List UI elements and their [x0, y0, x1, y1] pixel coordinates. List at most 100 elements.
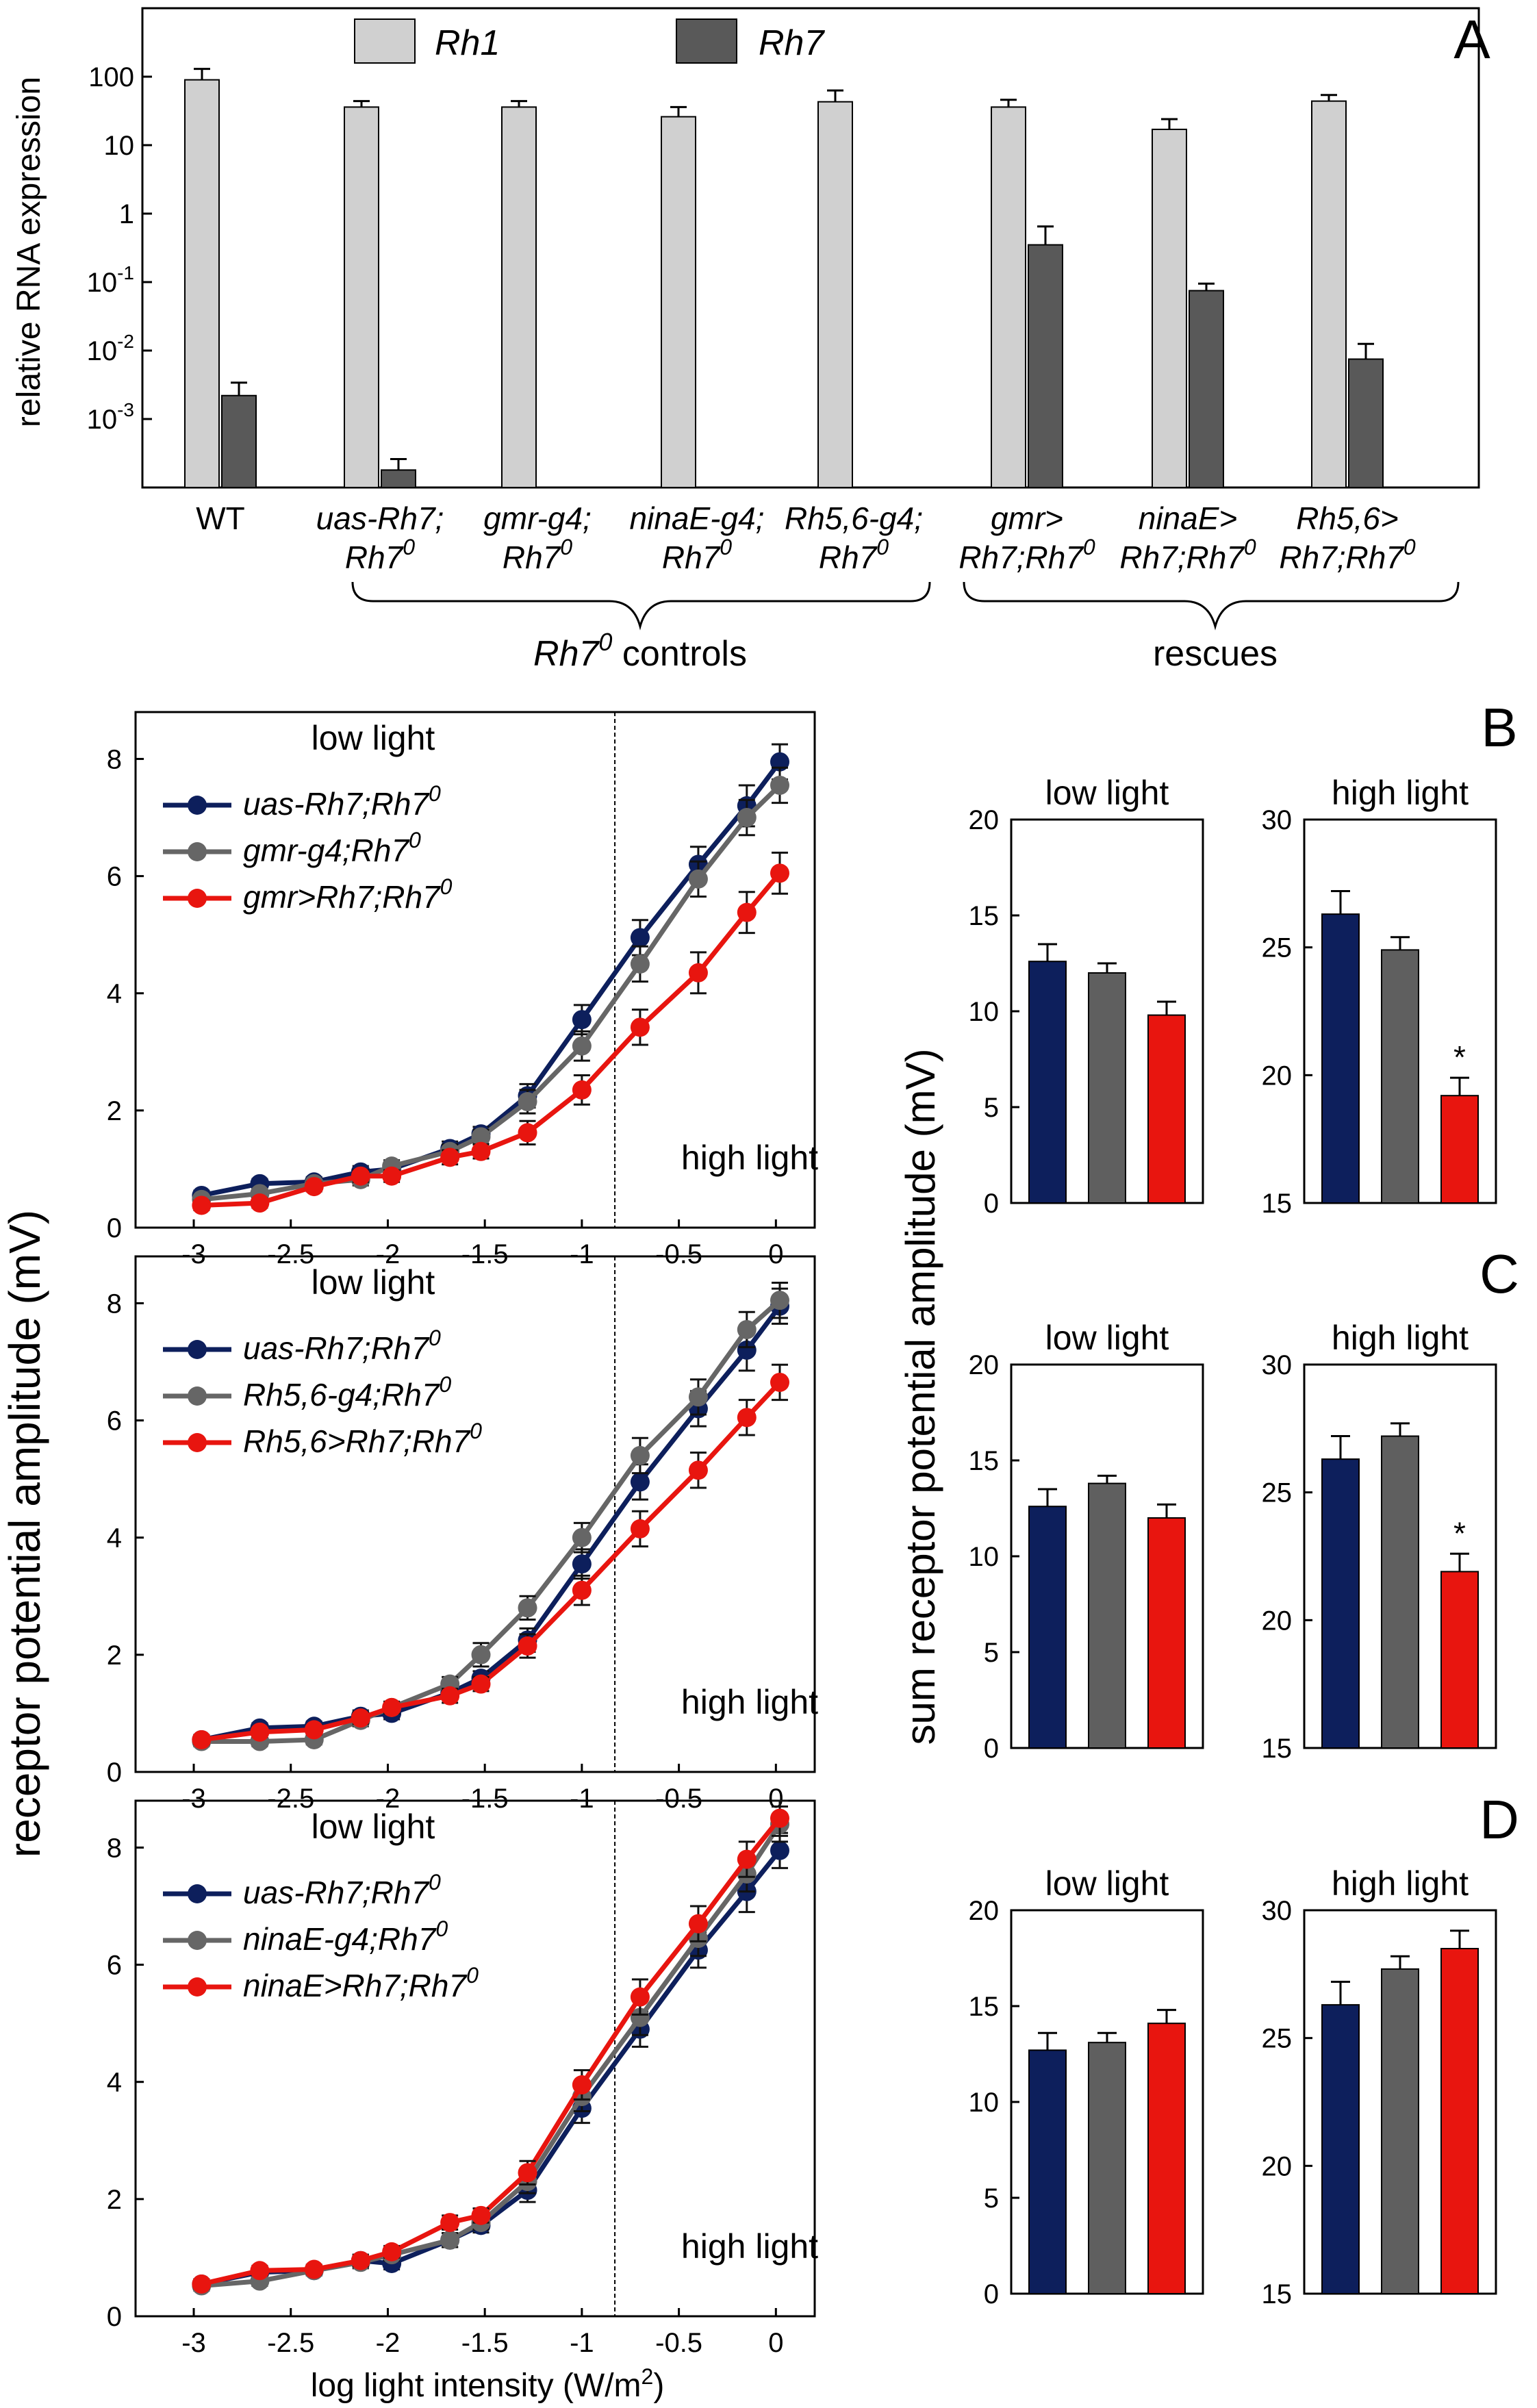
legend-label-rh7: Rh7	[759, 23, 825, 63]
bar	[1321, 2004, 1360, 2294]
plot-frame	[134, 711, 816, 1229]
y-tick-label: 20	[969, 805, 1000, 835]
subplot-title: low light	[1045, 774, 1169, 812]
x-tick-label: -1.5	[461, 1784, 509, 1814]
panel-a-legend: Rh1 Rh7	[354, 18, 825, 64]
bar-rh1	[501, 106, 537, 488]
x-tick-label: -2.5	[267, 1784, 314, 1814]
data-point	[572, 1010, 592, 1030]
data-point	[572, 1554, 592, 1574]
x-tick-label: -3	[181, 1784, 206, 1814]
bar-panel-d: low light 0 5 10 15 20 high light 15 20 25 30	[969, 1864, 1497, 2309]
y-tick-label: 20	[969, 1896, 1000, 1926]
region-label-low: low light	[312, 719, 435, 757]
category-label-line2: Rh70	[345, 535, 415, 575]
data-point	[630, 1017, 650, 1037]
bar	[1381, 1968, 1419, 2295]
bar-rh7	[221, 394, 257, 489]
legend-text: uas-Rh7;Rh7	[243, 1875, 429, 1910]
legend-label: gmr-g4;Rh70	[243, 828, 421, 868]
data-point	[250, 1193, 270, 1213]
data-point	[770, 1372, 789, 1392]
region-label-high: high light	[681, 1683, 818, 1721]
y-tick-base: 100	[88, 62, 134, 92]
y-tick-label: 10-2	[87, 331, 134, 366]
data-point	[351, 1166, 370, 1186]
data-point	[688, 1460, 708, 1480]
bar	[1381, 949, 1419, 1204]
data-point	[471, 2205, 491, 2225]
region-label-high: high light	[681, 2227, 818, 2266]
category-label-line1: ninaE-g4;	[630, 500, 765, 536]
legend-text: gmr-g4;Rh7	[243, 833, 409, 868]
subplot-title: low light	[1045, 1864, 1169, 1903]
data-point	[440, 1148, 460, 1167]
data-point	[737, 1408, 757, 1428]
category-label-text: Rh7	[662, 540, 721, 575]
data-point	[770, 1808, 789, 1828]
plot-frame	[134, 1255, 816, 1773]
y-tick-label: 4	[107, 2068, 122, 2098]
x-tick-label: -2	[376, 2328, 401, 2358]
bar-rh7	[1348, 358, 1384, 489]
y-tick-label: 6	[107, 1406, 122, 1436]
y-tick-base: 10	[87, 336, 118, 366]
y-tick-label: 15	[1262, 1734, 1293, 1764]
category-label-sup: 0	[720, 535, 732, 559]
y-tick-label: 10	[969, 997, 1000, 1027]
region-label-low: low light	[312, 1808, 435, 1846]
data-point	[770, 1840, 789, 1860]
bar	[1088, 2042, 1126, 2294]
x-tick-label: -0.5	[655, 1784, 702, 1814]
category-label-line1: gmr-g4;	[483, 500, 592, 536]
bar	[1088, 1482, 1126, 1749]
data-point	[192, 1195, 212, 1215]
subplot-title: high light	[1332, 774, 1469, 812]
y-tick-label: 4	[107, 979, 122, 1009]
category-label-text: Rh7	[345, 540, 404, 575]
data-point	[518, 1636, 537, 1656]
bar-rh7	[1028, 244, 1063, 488]
category-label-text: Rh7	[503, 540, 561, 575]
data-point	[770, 752, 789, 772]
data-point	[737, 902, 757, 922]
data-point	[688, 963, 708, 983]
y-tick-label: 30	[1262, 805, 1293, 835]
x-tick-label: -1.5	[461, 2328, 509, 2358]
data-point	[382, 1166, 402, 1186]
category-label-line2: Rh70	[662, 535, 732, 575]
data-point	[250, 2261, 270, 2281]
data-point	[688, 1387, 708, 1407]
x-tick-label: -2	[376, 1239, 401, 1269]
y-tick-label: 0	[984, 1189, 999, 1219]
category-label-sup: 0	[1244, 535, 1256, 559]
y-tick-base: 1	[119, 199, 134, 229]
x-tick-label: -3	[181, 2328, 206, 2358]
legend-label: gmr>Rh7;Rh70	[243, 874, 453, 915]
y-tick-base: 10	[87, 268, 118, 298]
bar	[1321, 1458, 1360, 1749]
legend-label: Rh5,6-g4;Rh70	[243, 1372, 451, 1412]
bar	[1088, 972, 1126, 1204]
y-tick-label: 100	[88, 62, 134, 92]
y-tick-label: 6	[107, 1951, 122, 1981]
legend-label: Rh5,6>Rh7;Rh70	[243, 1419, 482, 1459]
legend-text: uas-Rh7;Rh7	[243, 1330, 429, 1366]
data-point	[630, 954, 650, 974]
y-tick-label: 10-3	[87, 399, 134, 435]
y-tick-label: 10	[104, 131, 135, 161]
bar-rh1	[184, 79, 220, 489]
bar	[1147, 1517, 1186, 1749]
category-label-text: Rh7;Rh7	[1119, 540, 1245, 575]
category-label-line2: Rh70	[503, 535, 572, 575]
legend-text: Rh5,6-g4;Rh7	[243, 1377, 440, 1412]
bar-rh7	[381, 469, 416, 489]
x-tick-label: -3	[181, 1239, 206, 1269]
significance-star: *	[1453, 1039, 1466, 1075]
x-tick-label: -1	[570, 1784, 594, 1814]
category-label-line2: Rh7;Rh70	[958, 535, 1095, 575]
data-point	[382, 1697, 402, 1717]
data-point	[572, 1036, 592, 1056]
bar	[1381, 1435, 1419, 1749]
